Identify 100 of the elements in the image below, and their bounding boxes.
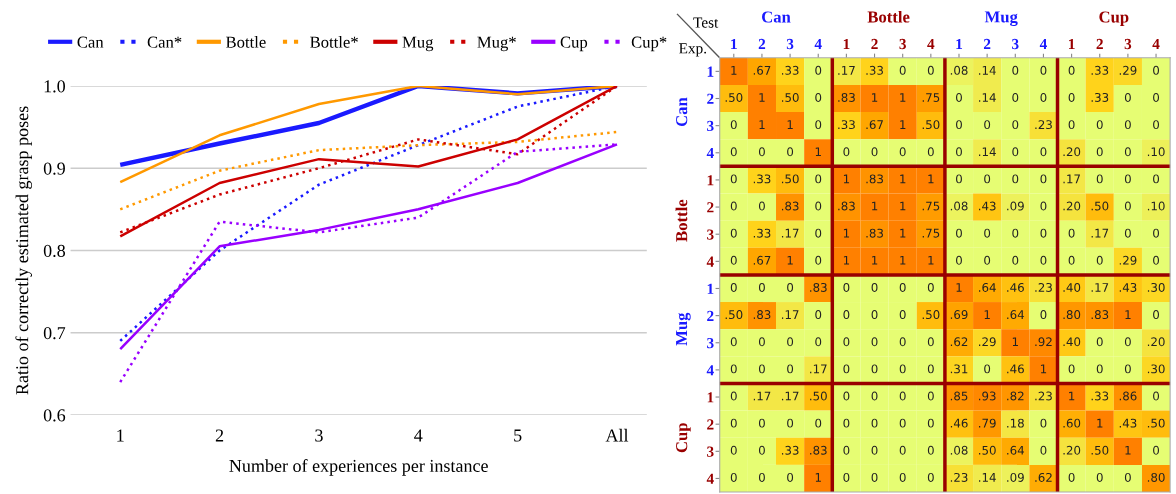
data-label: .50: [725, 93, 743, 102]
data-label: .10: [1147, 147, 1165, 157]
data-label: .43: [979, 201, 996, 211]
data-label: 0: [1040, 445, 1047, 455]
data-label: .14: [979, 66, 996, 75]
legend-label: Can*: [147, 36, 182, 48]
data-label: .29: [1119, 65, 1137, 75]
data-label: 0: [1153, 255, 1160, 265]
data-label: 0: [1153, 93, 1160, 102]
data-label: 0: [730, 120, 737, 130]
data-label: 0: [1124, 228, 1131, 238]
y-tick-label: 4: [706, 256, 714, 267]
data-label: 0: [1124, 337, 1131, 347]
data-label: .17: [781, 228, 799, 238]
y-tick-label: 2: [707, 93, 714, 104]
data-label: 0: [758, 147, 765, 157]
y-axis-title: Ratio of correctly estimated grasp poses: [15, 106, 33, 395]
data-label: .20: [1063, 201, 1081, 211]
data-label: .20: [1147, 337, 1165, 347]
data-label: .43: [1119, 282, 1137, 292]
data-label: .33: [1091, 65, 1109, 75]
data-label: 0: [984, 120, 991, 130]
line-series: [118, 130, 619, 211]
data-label: .14: [979, 147, 996, 157]
data-label: 0: [815, 228, 822, 238]
data-label: 0: [730, 472, 737, 482]
text: Can: [762, 11, 791, 23]
data-label: 0: [1096, 364, 1103, 374]
data-label: .33: [753, 228, 771, 238]
data-label: 0: [1096, 337, 1103, 347]
data-label: 0: [1040, 418, 1047, 428]
y-tick-label: 0.9: [43, 162, 65, 175]
x-tick-label: 2: [1096, 38, 1103, 49]
data-label: .50: [1091, 201, 1109, 211]
data-label: 0: [1124, 120, 1131, 130]
data-label: .33: [866, 65, 883, 75]
data-label: .64: [979, 282, 996, 292]
data-label: .46: [950, 418, 968, 428]
legend-label: Mug*: [477, 36, 516, 52]
x-axis-title: Number of experiences per instance: [229, 459, 488, 476]
data-label: 0: [1040, 255, 1047, 265]
data-label: 0: [1068, 120, 1075, 130]
data-label: 0: [730, 445, 737, 455]
y-tick-label: 3: [707, 337, 714, 349]
data-label: 1: [984, 310, 990, 319]
y-tick-label: 2: [707, 202, 714, 213]
data-label: .64: [1007, 310, 1025, 320]
data-label: .23: [1035, 120, 1052, 130]
data-label: 0: [871, 445, 878, 455]
data-label: 0: [758, 418, 765, 428]
data-label: 1: [815, 473, 821, 482]
data-label: 0: [956, 255, 962, 265]
data-label: .29: [1119, 255, 1137, 265]
data-label: 0: [1040, 65, 1047, 75]
data-label: 0: [1153, 120, 1160, 130]
data-label: 0: [927, 445, 934, 455]
y-tick-label: 4: [706, 148, 714, 159]
data-label: 1: [872, 93, 878, 102]
y-tick-label: 1: [707, 66, 714, 77]
data-label: 0: [899, 364, 906, 374]
legend-label: Cup*: [631, 36, 667, 52]
data-label: 1: [1125, 445, 1131, 455]
data-label: 0: [730, 174, 737, 184]
data-label: 1: [872, 255, 878, 265]
y-tick-label: 1: [707, 392, 714, 403]
data-label: 0: [1012, 120, 1019, 130]
data-label: .08: [950, 445, 968, 455]
data-label: .67: [753, 255, 771, 265]
data-label: .40: [1063, 337, 1081, 347]
data-label: 0: [787, 147, 794, 157]
data-label: 0: [899, 445, 906, 455]
data-label: 0: [730, 201, 737, 211]
x-tick-label: 1: [731, 38, 737, 49]
data-label: 0: [787, 364, 794, 374]
data-label: .18: [1007, 418, 1024, 428]
data-label: 0: [730, 255, 737, 265]
text: Bottle: [867, 10, 910, 23]
data-label: 0: [787, 472, 794, 482]
data-label: .20: [1063, 445, 1081, 455]
data-label: 0: [730, 228, 737, 238]
data-label: .50: [781, 93, 799, 102]
data-label: 0: [1068, 364, 1075, 374]
data-label: .23: [1035, 282, 1052, 292]
data-label: 0: [1124, 147, 1131, 157]
data-label: .14: [979, 473, 996, 482]
data-label: .50: [781, 174, 799, 184]
data-label: 0: [815, 418, 822, 428]
data-label: .50: [1091, 445, 1109, 455]
data-label: .10: [1147, 201, 1165, 211]
data-label: .83: [866, 174, 883, 184]
data-label: .33: [1091, 93, 1109, 102]
data-label: 1: [956, 283, 962, 292]
data-label: 0: [1124, 364, 1131, 374]
data-label: 1: [900, 201, 906, 211]
data-label: 1: [1012, 337, 1018, 347]
data-label: .82: [1007, 391, 1024, 401]
data-label: .50: [810, 391, 827, 401]
data-label: 0: [1153, 174, 1160, 184]
text: Cup: [1099, 11, 1129, 26]
text: Test: [693, 17, 719, 28]
